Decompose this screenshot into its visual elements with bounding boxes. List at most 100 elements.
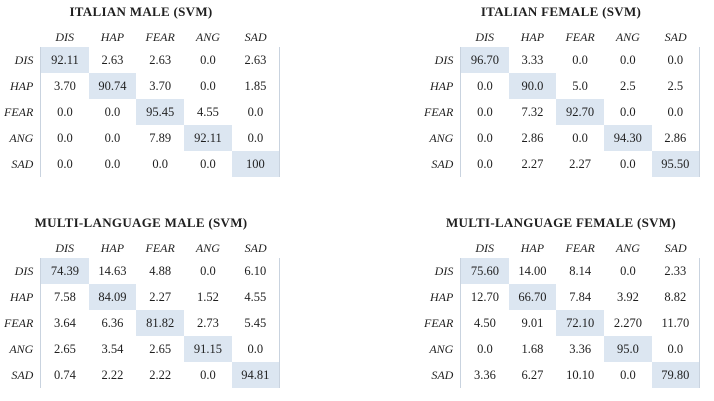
table-row: FEAR 0.0 7.32 92.70 0.0 0.0 xyxy=(424,99,700,125)
confusion-matrix-multi-language-male: MULTI-LANGUAGE MALE (SVM) DIS HAP FEAR ANG S… xyxy=(4,215,280,388)
confusion-matrix-italian-female: ITALIAN FEMALE (SVM) DIS HAP FEAR ANG SAD DIS… xyxy=(424,4,700,177)
corner-cell xyxy=(4,238,41,258)
matrix-cell: 2.86 xyxy=(521,130,544,145)
matrix-cell: 96.70 xyxy=(460,47,509,73)
matrix-cell: 84.09 xyxy=(88,284,137,310)
matrix-cell: 12.70 xyxy=(460,284,509,310)
matrix-cell: 0.0 xyxy=(152,156,168,171)
column-header-hap: HAP xyxy=(100,29,125,44)
matrix-cell: 90.0 xyxy=(508,73,557,99)
matrix-cell: 0.0 xyxy=(460,336,509,362)
row-header-dis: DIS xyxy=(434,52,454,67)
matrix-cell: 95.0 xyxy=(604,336,652,362)
matrix-cell: 90.74 xyxy=(88,73,137,99)
matrix-cell: 0.0 xyxy=(231,336,280,362)
row-header-hap: HAP xyxy=(10,78,34,93)
matrix-cell: 2.63 xyxy=(101,52,124,67)
matrix-cell: 10.10 xyxy=(566,367,595,382)
matrix-cell: 0.0 xyxy=(200,52,216,67)
column-header-sad: SAD xyxy=(664,29,687,44)
row-header-sad: SAD xyxy=(431,156,454,171)
matrix-cell: 2.27 xyxy=(521,156,544,171)
matrix-cell: 0.0 xyxy=(460,73,509,99)
row-header-ang: ANG xyxy=(9,130,34,145)
row-header-ang: ANG xyxy=(429,130,454,145)
matrix-cell: 0.0 xyxy=(620,156,636,171)
column-header-sad: SAD xyxy=(244,29,267,44)
matrix-cell: 1.52 xyxy=(196,289,219,304)
table-row: SAD 0.0 2.27 2.27 0.0 95.50 xyxy=(424,151,700,177)
confusion-table: DIS HAP FEAR ANG SAD DIS 92.11 2.63 2.63 0.0 2.63 H… xyxy=(4,27,280,177)
matrix-cell: 95.45 xyxy=(136,99,185,125)
table-row: DIS 74.39 14.63 4.88 0.0 6.10 xyxy=(4,258,280,284)
matrix-cell: 0.0 xyxy=(104,130,121,145)
matrix-cell: 2.27 xyxy=(569,156,592,171)
matrix-cell: 0.0 xyxy=(40,99,89,125)
column-header-sad: SAD xyxy=(244,240,267,255)
table-row: SAD 3.36 6.27 10.10 0.0 79.80 xyxy=(424,362,700,388)
matrix-cell: 14.00 xyxy=(518,263,547,278)
column-header-hap: HAP xyxy=(100,240,125,255)
row-header-dis: DIS xyxy=(434,263,454,278)
matrix-cell: 81.82 xyxy=(136,310,185,336)
matrix-cell: 11.70 xyxy=(651,310,700,336)
table-row: SAD 0.0 0.0 0.0 0.0 100 xyxy=(4,151,280,177)
column-header-hap: HAP xyxy=(520,29,545,44)
row-header-hap: HAP xyxy=(430,78,454,93)
matrix-cell: 0.0 xyxy=(231,125,280,151)
column-header-ang: ANG xyxy=(615,240,640,255)
matrix-cell: 2.65 xyxy=(149,341,172,356)
matrix-cell: 92.11 xyxy=(184,125,232,151)
matrix-cell: 0.74 xyxy=(40,362,89,388)
column-header-fear: FEAR xyxy=(565,240,595,255)
table-row: ANG 0.0 1.68 3.36 95.0 0.0 xyxy=(424,336,700,362)
confusion-matrix-italian-male: ITALIAN MALE (SVM) DIS HAP FEAR ANG SAD DIS 92… xyxy=(4,4,280,177)
row-header-fear: FEAR xyxy=(4,104,34,119)
matrix-cell: 3.70 xyxy=(149,78,172,93)
column-header-dis: DIS xyxy=(55,240,75,255)
matrix-cell: 7.32 xyxy=(521,104,544,119)
matrix-cell: 3.54 xyxy=(101,341,124,356)
matrix-cell: 8.82 xyxy=(651,284,700,310)
row-header-ang: ANG xyxy=(429,341,454,356)
matrix-cell: 4.55 xyxy=(196,104,219,119)
matrix-cell: 92.70 xyxy=(556,99,604,125)
matrix-cell: 3.64 xyxy=(40,310,89,336)
row-header-dis: DIS xyxy=(14,263,34,278)
matrix-cell: 0.0 xyxy=(460,99,509,125)
column-header-sad: SAD xyxy=(664,240,687,255)
matrix-cell: 94.81 xyxy=(231,362,280,388)
matrix-cell: 0.0 xyxy=(620,52,636,67)
matrix-cell: 1.68 xyxy=(521,341,544,356)
confusion-table: DIS HAP FEAR ANG SAD DIS 75.60 14.00 8.14 0.0 2.33… xyxy=(424,238,700,388)
matrix-cell: 2.22 xyxy=(149,367,172,382)
matrix-cell: 6.10 xyxy=(231,258,280,284)
matrix-cell: 0.0 xyxy=(200,78,216,93)
matrix-cell: 0.0 xyxy=(620,104,636,119)
matrix-cell: 3.33 xyxy=(521,52,544,67)
matrix-cell: 2.22 xyxy=(101,367,124,382)
matrix-cell: 2.270 xyxy=(613,315,642,330)
matrix-cell: 3.92 xyxy=(616,289,639,304)
matrix-cell: 0.0 xyxy=(651,99,700,125)
confusion-table: DIS HAP FEAR ANG SAD DIS 74.39 14.63 4.88 0.0 6.10… xyxy=(4,238,280,388)
column-header-fear: FEAR xyxy=(565,29,595,44)
table-title: ITALIAN MALE (SVM) xyxy=(69,4,213,19)
matrix-cell: 0.0 xyxy=(620,367,636,382)
table-row: FEAR 3.64 6.36 81.82 2.73 5.45 xyxy=(4,310,280,336)
row-header-hap: HAP xyxy=(430,289,454,304)
matrix-cell: 0.0 xyxy=(200,367,216,382)
corner-cell xyxy=(424,27,461,47)
column-header-ang: ANG xyxy=(195,240,220,255)
matrix-cell: 4.50 xyxy=(460,310,509,336)
table-row: FEAR 4.50 9.01 72.10 2.270 11.70 xyxy=(424,310,700,336)
header-row: DIS HAP FEAR ANG SAD xyxy=(424,238,700,258)
matrix-cell: 74.39 xyxy=(40,258,89,284)
table-row: DIS 96.70 3.33 0.0 0.0 0.0 xyxy=(424,47,700,73)
matrix-cell: 0.0 xyxy=(572,52,588,67)
matrix-cell: 2.5 xyxy=(651,73,700,99)
matrix-cell: 91.15 xyxy=(184,336,232,362)
matrix-cell: 0.0 xyxy=(231,99,280,125)
column-header-fear: FEAR xyxy=(145,240,175,255)
matrix-cell: 0.0 xyxy=(200,156,216,171)
